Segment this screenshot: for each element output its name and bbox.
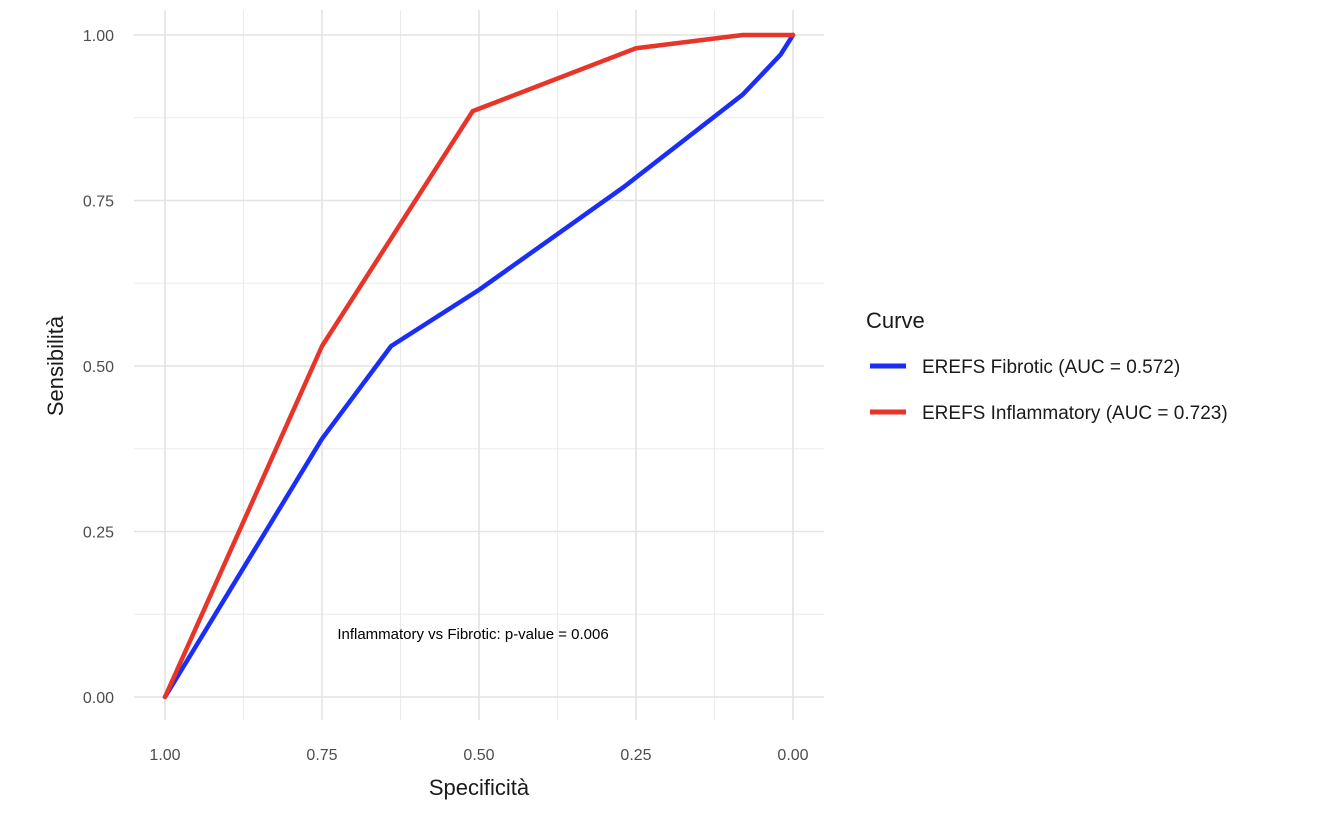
legend-item-fibrotic: EREFS Fibrotic (AUC = 0.572)	[870, 357, 1180, 378]
legend-title: Curve	[866, 308, 925, 333]
legend: Curve EREFS Fibrotic (AUC = 0.572) EREFS…	[866, 308, 1228, 424]
y-tick-label: 0.00	[83, 690, 114, 707]
y-tick-label: 0.75	[83, 194, 114, 211]
y-tick-label: 0.25	[83, 525, 114, 542]
y-axis-title: Sensibilità	[43, 315, 68, 416]
y-tick-label: 1.00	[83, 28, 114, 45]
series-line-fibrotic	[162, 32, 796, 700]
x-tick-label: 1.00	[149, 747, 180, 764]
x-axis-ticks: 1.00 0.75 0.50 0.25 0.00	[149, 747, 808, 764]
y-axis-ticks: 0.00 0.25 0.50 0.75 1.00	[83, 28, 114, 707]
x-tick-label: 0.00	[777, 747, 808, 764]
x-tick-label: 0.75	[306, 747, 337, 764]
legend-item-inflammatory: EREFS Inflammatory (AUC = 0.723)	[870, 403, 1228, 424]
p-value-annotation: Inflammatory vs Fibrotic: p-value = 0.00…	[337, 626, 608, 643]
y-tick-label: 0.50	[83, 359, 114, 376]
x-axis-title: Specificità	[429, 775, 530, 800]
legend-label-inflammatory: EREFS Inflammatory (AUC = 0.723)	[922, 403, 1228, 424]
legend-label-fibrotic: EREFS Fibrotic (AUC = 0.572)	[922, 357, 1180, 378]
x-tick-label: 0.25	[620, 747, 651, 764]
x-tick-label: 0.50	[463, 747, 494, 764]
series-line-inflammatory	[162, 32, 796, 700]
grid-layer	[134, 10, 824, 720]
series-layer	[162, 32, 796, 700]
